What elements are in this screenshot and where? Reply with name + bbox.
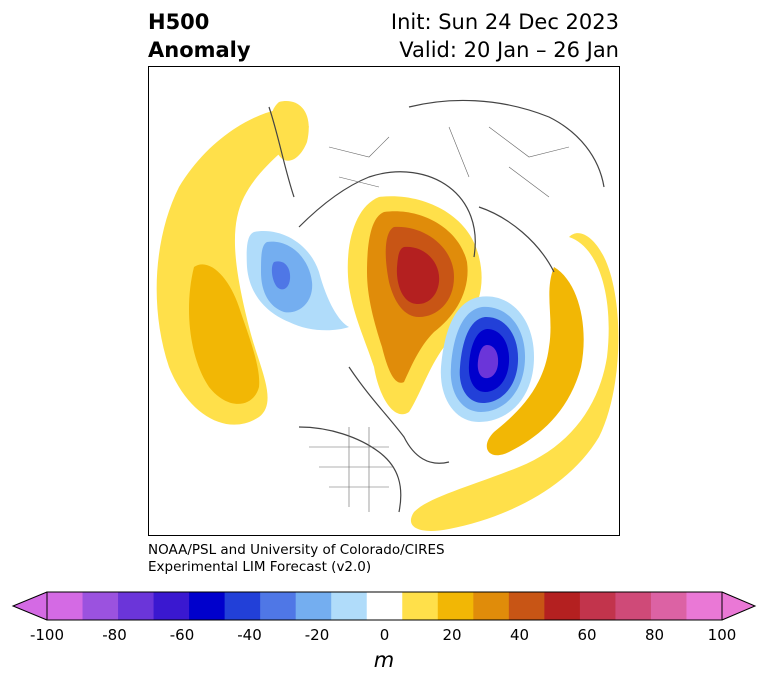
colorbar-segment (402, 592, 439, 620)
credit-text: NOAA/PSL and University of Colorado/CIRE… (148, 542, 445, 576)
colorbar-segment (118, 592, 155, 620)
colorbar-segment (295, 592, 332, 620)
colorbar-tick-label: 100 (707, 626, 737, 644)
colorbar-frame (46, 591, 723, 621)
colorbar-tick-label: -40 (237, 626, 262, 644)
colorbar-extend-high (722, 592, 755, 620)
colorbar-extend-low (13, 592, 47, 620)
anomaly-map (156, 99, 619, 532)
colorbar-segment (615, 592, 652, 620)
colorbar-tick-label: -60 (169, 626, 195, 644)
colorbar-segment (331, 592, 368, 620)
colorbar-tick-label: 20 (442, 626, 462, 644)
credit-line-2: Experimental LIM Forecast (v2.0) (148, 559, 372, 575)
colorbar-tick-label: -20 (304, 626, 330, 644)
colorbar-unit: m (373, 648, 395, 672)
colorbar-segment (473, 592, 510, 620)
title-line-1: H500 (148, 10, 210, 34)
colorbar-tick-label: 40 (509, 626, 530, 644)
colorbar-segment (437, 592, 474, 620)
colorbar-segment (686, 592, 723, 620)
map-panel (148, 66, 620, 536)
positive-anomaly-ridge-core (396, 246, 440, 305)
colorbar-segment (153, 592, 190, 620)
map-title: H500 Anomaly (148, 8, 251, 64)
title-line-2: Anomaly (148, 38, 251, 62)
colorbar-segment (224, 592, 261, 620)
positive-anomaly-band-east (410, 233, 619, 532)
init-date: Init: Sun 24 Dec 2023 (390, 10, 619, 34)
coastlines (268, 99, 605, 513)
colorbar-tick-label: 60 (577, 626, 597, 644)
valid-date: Valid: 20 Jan – 26 Jan (399, 38, 619, 62)
forecast-dates: Init: Sun 24 Dec 2023 Valid: 20 Jan – 26… (391, 8, 619, 64)
positive-anomaly-core-west (189, 264, 260, 404)
negative-anomaly-trough-core (477, 345, 499, 379)
colorbar-tick-label: -80 (102, 626, 127, 644)
credit-line-1: NOAA/PSL and University of Colorado/CIRE… (148, 542, 445, 558)
colorbar-segment (544, 592, 581, 620)
positive-anomaly-core-east (486, 267, 584, 456)
colorbar-tick-label: -100 (29, 626, 65, 644)
colorbar-segment (47, 592, 84, 620)
colorbar-tick-label: 0 (379, 626, 390, 644)
colorbar (11, 591, 757, 621)
colorbar-segment (579, 592, 616, 620)
negative-anomaly-west-core (271, 261, 291, 290)
colorbar-outline-high (721, 591, 757, 621)
colorbar-segment (82, 592, 119, 620)
colorbar-segment (189, 592, 226, 620)
colorbar-segment (366, 592, 403, 620)
colorbar-tick-label: 80 (644, 626, 665, 644)
political-borders (309, 126, 570, 512)
colorbar-segment (260, 592, 297, 620)
colorbar-outline-low (11, 591, 48, 621)
colorbar-segment (508, 592, 545, 620)
colorbar-segment (650, 592, 687, 620)
